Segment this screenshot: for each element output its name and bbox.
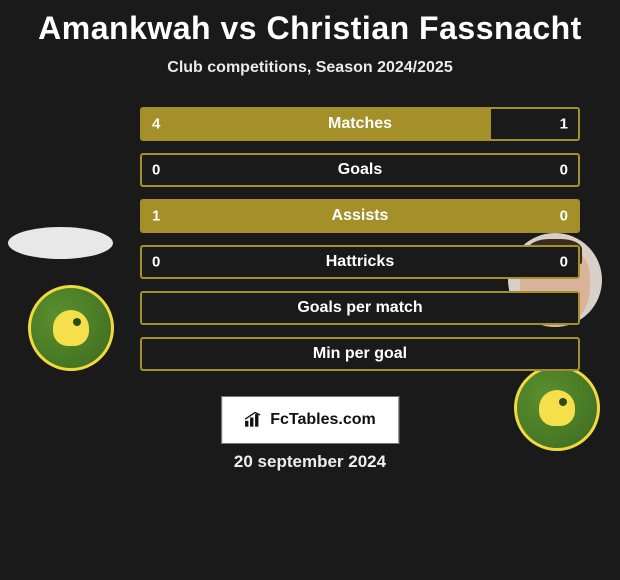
chart-icon — [244, 412, 264, 428]
stat-row: 00Hattricks — [140, 245, 580, 279]
stat-label: Goals per match — [142, 299, 578, 317]
stat-label: Assists — [142, 207, 578, 225]
stat-row: 10Assists — [140, 199, 580, 233]
page-title: Amankwah vs Christian Fassnacht — [0, 0, 620, 47]
stat-row: 00Goals — [140, 153, 580, 187]
player1-club-crest-icon — [28, 285, 114, 371]
stat-row: Min per goal — [140, 337, 580, 371]
brand-badge[interactable]: FcTables.com — [221, 396, 399, 444]
subtitle: Club competitions, Season 2024/2025 — [0, 59, 620, 77]
stat-label: Min per goal — [142, 345, 578, 363]
stat-label: Hattricks — [142, 253, 578, 271]
stat-label: Goals — [142, 161, 578, 179]
date-label: 20 september 2024 — [0, 452, 620, 472]
player1-avatar — [8, 227, 113, 259]
stat-label: Matches — [142, 115, 578, 133]
stat-row: Goals per match — [140, 291, 580, 325]
stat-bars: 41Matches 00Goals 10Assists 00Hattricks Goal… — [140, 107, 580, 383]
brand-label: FcTables.com — [270, 411, 376, 429]
stat-row: 41Matches — [140, 107, 580, 141]
